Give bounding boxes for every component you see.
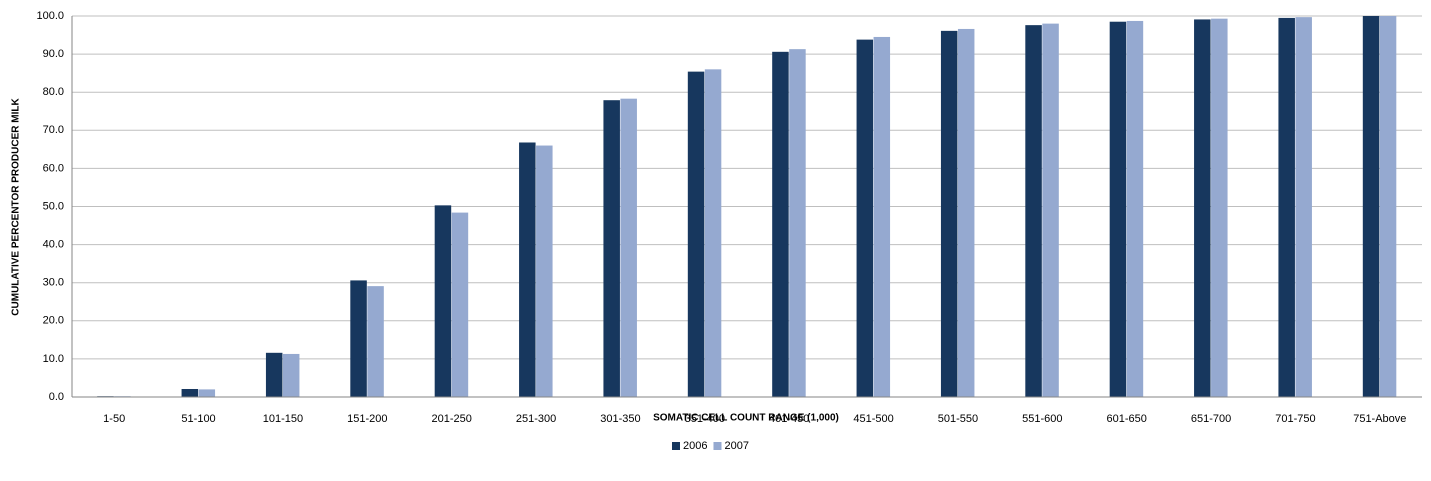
bar [451, 212, 469, 397]
bar [873, 36, 891, 397]
y-axis-title: CUMULATIVE PERCENTOR PRODUCER MILK [11, 98, 22, 316]
x-tick-label: 101-150 [263, 413, 303, 425]
x-tick-label: 551-600 [1022, 413, 1062, 425]
bar [1362, 16, 1380, 397]
legend-swatch [713, 442, 722, 450]
y-tick-label: 30.0 [43, 277, 64, 289]
bar [856, 39, 874, 397]
bar [198, 389, 216, 397]
y-tick-label: 20.0 [43, 315, 64, 327]
bar [434, 205, 452, 397]
legend-label: 2006 [683, 440, 707, 452]
bar [265, 352, 283, 397]
x-tick-label: 251-300 [516, 413, 556, 425]
bar [940, 30, 958, 397]
x-tick-label: 1-50 [103, 413, 125, 425]
bar [687, 71, 705, 397]
bar [1109, 21, 1127, 398]
bar [1042, 23, 1059, 398]
bar [181, 388, 199, 397]
y-tick-label: 50.0 [43, 200, 64, 212]
y-tick-label: 10.0 [43, 353, 64, 365]
x-tick-label: 501-550 [938, 413, 978, 425]
bar [282, 353, 300, 397]
bar [704, 69, 722, 397]
bar [772, 51, 789, 398]
bar [1379, 16, 1397, 397]
y-tick-label: 90.0 [43, 48, 64, 60]
bar [1126, 20, 1144, 397]
y-tick-label: 100.0 [36, 10, 64, 22]
bar [1295, 17, 1312, 397]
y-tick-label: 70.0 [43, 124, 64, 136]
x-tick-label: 701-750 [1275, 413, 1315, 425]
bar [603, 100, 620, 398]
x-tick-label: 601-650 [1107, 413, 1147, 425]
y-tick-label: 60.0 [43, 162, 64, 174]
bar [620, 98, 637, 397]
y-tick-label: 80.0 [43, 86, 64, 98]
x-tick-label: 401-450 [769, 413, 809, 425]
legend-swatch [672, 442, 680, 450]
bar [367, 286, 384, 397]
x-tick-label: 151-200 [347, 413, 387, 425]
bar [536, 145, 553, 397]
bar [957, 28, 975, 397]
x-axis-title: SOMATIC CELL COUNT RANGE (1,000) [653, 413, 839, 424]
x-tick-label: 351-400 [685, 413, 725, 425]
x-tick-label: 201-250 [432, 413, 472, 425]
y-tick-label: 0.0 [49, 391, 64, 403]
bar [350, 280, 367, 397]
x-tick-label: 751-Above [1353, 413, 1406, 425]
bar [789, 49, 806, 397]
bar [1025, 25, 1042, 397]
x-tick-label: 651-700 [1191, 413, 1231, 425]
bar [1278, 17, 1295, 398]
bar [519, 142, 536, 397]
legend-label: 2007 [724, 440, 748, 452]
x-tick-label: 451-500 [853, 413, 893, 425]
bar [1194, 19, 1211, 397]
x-tick-label: 301-350 [600, 413, 640, 425]
y-tick-label: 40.0 [43, 239, 64, 251]
x-tick-label: 51-100 [181, 413, 215, 425]
bar [1211, 18, 1228, 398]
